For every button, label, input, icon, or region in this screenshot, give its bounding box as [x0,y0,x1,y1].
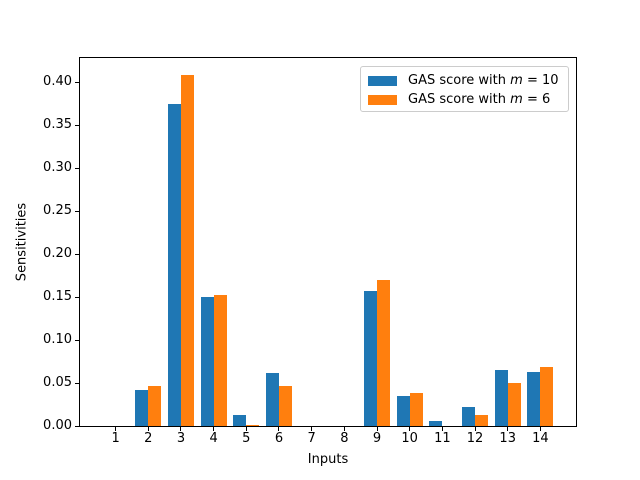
x-tick-label: 9 [372,431,382,446]
y-tick-label: 0.05 [43,375,72,390]
y-tick-mark [75,81,79,83]
x-tick-mark [474,427,476,431]
bar [233,414,247,426]
x-tick-mark [539,427,541,431]
x-tick-label: 5 [242,431,251,446]
x-tick-mark [441,427,443,431]
y-tick-label: 0.00 [43,418,72,433]
legend-swatch [368,75,397,86]
bar [278,386,293,426]
bar [377,279,391,426]
y-tick-mark [75,167,79,169]
x-tick-mark [409,427,411,431]
x-tick-mark [147,427,149,431]
plot-area: 0.00 0.05 0.10 0.15 0.20 0.25 0.30 0.35 0.40 1 2 3 4… [43,57,577,445]
y-tick-label: 0.35 [43,117,72,133]
bar [429,420,443,426]
bar [409,393,423,426]
x-tick-mark [115,427,117,431]
legend-label-part: = 10 [522,73,559,88]
y-tick-mark [75,425,79,427]
y-tick-mark [75,382,79,384]
bar [475,414,489,426]
x-tick-label: 6 [274,431,284,446]
x-tick-label: 4 [209,431,218,446]
bar [527,371,541,426]
y-tick-label: 0.20 [43,246,72,262]
x-tick-mark [245,427,247,431]
x-tick-label: 3 [176,431,186,446]
legend-item: GAS score with m = 10 [368,71,568,90]
legend-item: GAS score with m = 6 [368,90,568,109]
x-tick-label: 1 [111,431,120,446]
y-tick-label: 0.15 [43,289,72,305]
x-tick-label: 8 [340,431,349,446]
x-tick-label: 12 [466,431,484,446]
y-tick-label: 0.25 [43,203,72,219]
bar [135,389,149,426]
legend-label-part: GAS score with [408,92,511,107]
y-tick-mark [75,124,79,126]
x-tick-mark [213,427,215,431]
bar [213,295,227,426]
legend-label-part: = 6 [522,92,551,107]
legend-label: GAS score with m = 10 [408,74,559,87]
legend-label: GAS score with m = 6 [408,93,550,106]
bar [461,407,476,426]
legend-label-math-var: m [510,73,523,88]
bar [540,366,554,426]
x-tick-label: 7 [307,431,316,446]
y-tick-mark [75,296,79,298]
x-tick-mark [278,427,280,431]
x-tick-label: 13 [499,431,516,446]
bar [507,383,521,426]
y-tick-label: 0.40 [43,74,72,90]
bar [148,386,162,426]
x-tick-label: 11 [434,431,451,446]
x-tick-label: 14 [532,431,549,446]
x-tick-mark [180,427,182,431]
legend-label-math-var: m [510,92,523,107]
y-tick-mark [75,210,79,212]
y-tick-label: 0.10 [43,332,72,348]
y-tick-mark [75,253,79,255]
bar [363,291,377,426]
y-tick-label: 0.30 [43,160,72,176]
legend-swatch [368,94,397,105]
bar [246,425,260,426]
legend-label-part: GAS score with [408,73,511,88]
x-tick-mark [376,427,378,431]
bar [494,370,508,426]
x-tick-mark [311,427,313,431]
bar [265,372,279,426]
x-tick-label: 2 [144,431,153,446]
x-tick-mark [343,427,345,431]
bar [200,297,214,426]
x-tick-mark [507,427,509,431]
legend: GAS score with m = 10 GAS score with m =… [360,66,569,112]
bar [180,75,195,426]
bar [167,103,181,426]
bar [396,395,410,426]
x-tick-label: 10 [401,431,418,446]
y-tick-mark [75,339,79,341]
x-axis-label: Inputs [307,452,349,467]
